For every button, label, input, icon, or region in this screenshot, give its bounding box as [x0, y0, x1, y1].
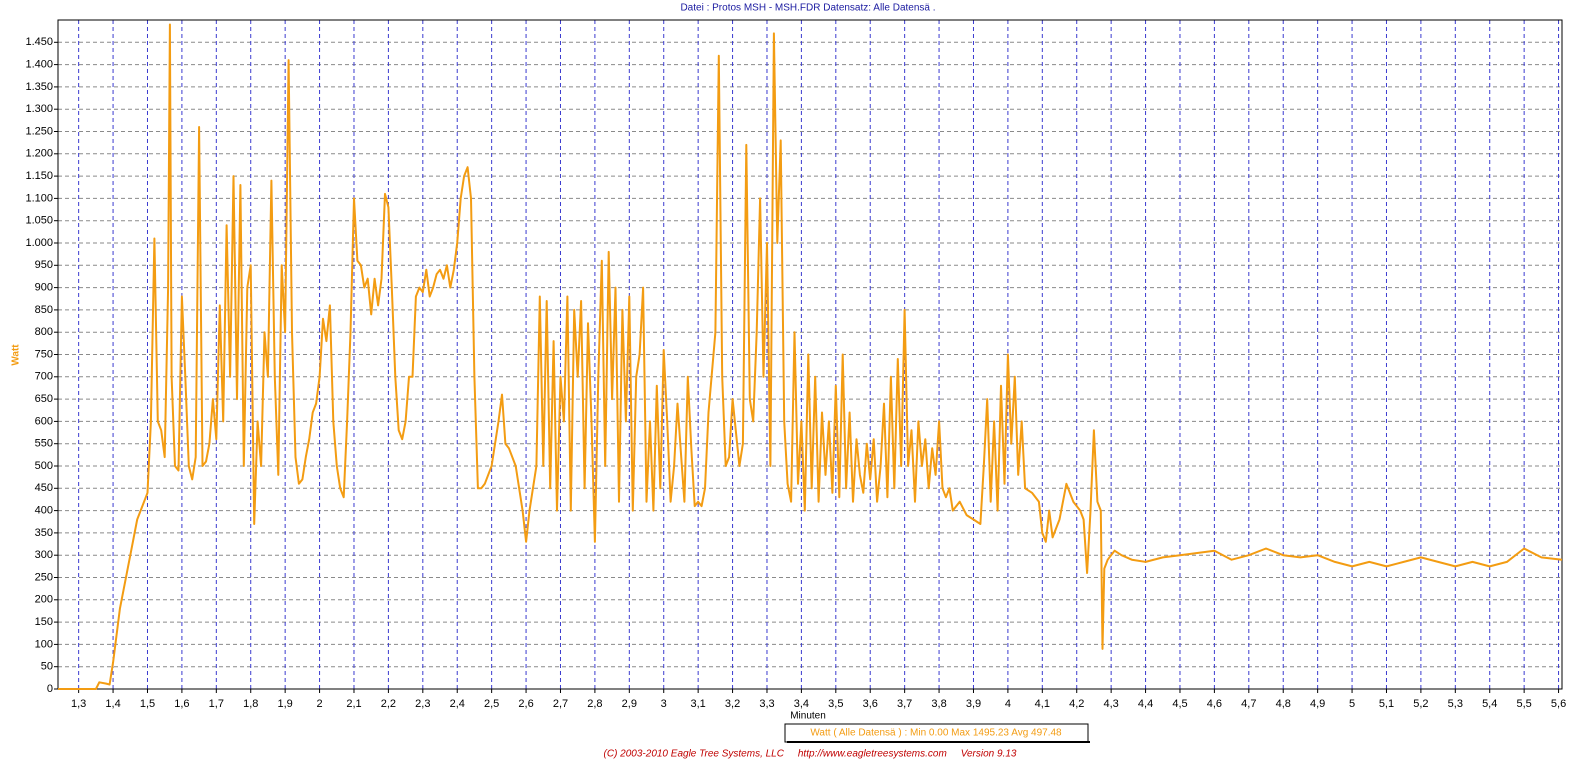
y-tick-label: 1.100	[25, 192, 53, 204]
y-tick-label: 0	[47, 683, 53, 695]
x-tick-label: 1,4	[105, 698, 120, 710]
y-tick-label: 750	[35, 348, 53, 360]
x-tick-label: 5,1	[1379, 698, 1394, 710]
x-tick-label: 2,8	[587, 698, 602, 710]
y-tick-label: 300	[35, 549, 53, 561]
y-tick-label: 350	[35, 527, 53, 539]
x-tick-label: 2,3	[415, 698, 430, 710]
y-tick-label: 550	[35, 438, 53, 450]
x-tick-label: 2,2	[381, 698, 396, 710]
data-line	[58, 23, 1563, 690]
x-tick-label: 1,5	[140, 698, 155, 710]
x-tick-label: 5,5	[1516, 698, 1531, 710]
x-tick-label: 4,3	[1103, 698, 1118, 710]
x-tick-label: 1,7	[209, 698, 224, 710]
plot-frame	[57, 19, 1563, 690]
chart-title: Datei : Protos MSH - MSH.FDR Datensatz: …	[680, 3, 935, 14]
x-tick-label: 5,4	[1482, 698, 1497, 710]
y-tick-label: 200	[35, 594, 53, 606]
x-tick-label: 4,7	[1241, 698, 1256, 710]
x-tick-label: 5,2	[1413, 698, 1428, 710]
y-tick-label: 1.450	[25, 36, 53, 48]
y-tick-label: 500	[35, 460, 53, 472]
y-tick-label: 1.000	[25, 237, 53, 249]
x-tick-label: 4,9	[1310, 698, 1325, 710]
x-tick-label: 3	[661, 698, 667, 710]
x-tick-label: 3,4	[794, 698, 809, 710]
x-tick-label: 4,1	[1035, 698, 1050, 710]
y-tick-label: 50	[41, 661, 53, 673]
y-tick-label: 150	[35, 616, 53, 628]
x-tick-label: 4,5	[1172, 698, 1187, 710]
x-tick-label: 1,8	[243, 698, 258, 710]
y-tick-label: 850	[35, 304, 53, 316]
x-tick-label: 1,6	[174, 698, 189, 710]
x-tick-label: 3,7	[897, 698, 912, 710]
x-tick-label: 2,7	[553, 698, 568, 710]
x-tick-label: 2,1	[346, 698, 361, 710]
x-tick-label: 2	[317, 698, 323, 710]
y-tick-label: 900	[35, 282, 53, 294]
x-tick-label: 3,6	[863, 698, 878, 710]
legend-entry: Watt ( Alle Datensä ) : Min 0.00 Max 149…	[810, 728, 1062, 739]
y-tick-label: 1.350	[25, 81, 53, 93]
y-tick-label: 1.300	[25, 103, 53, 115]
x-tick-label: 4,2	[1069, 698, 1084, 710]
x-tick-label: 4,8	[1276, 698, 1291, 710]
y-axis-label: Watt	[11, 344, 22, 366]
y-tick-label: 700	[35, 371, 53, 383]
x-tick-label: 5	[1349, 698, 1355, 710]
y-tick-label: 400	[35, 505, 53, 517]
x-axis-label: Minuten	[790, 711, 826, 722]
y-tick-label: 1.250	[25, 125, 53, 137]
x-tick-label: 5,6	[1551, 698, 1566, 710]
x-tick-label: 1,9	[278, 698, 293, 710]
x-tick-label: 2,9	[622, 698, 637, 710]
x-tick-label: 2,4	[450, 698, 465, 710]
x-tick-label: 1,3	[71, 698, 86, 710]
y-tick-label: 650	[35, 393, 53, 405]
footer: (C) 2003-2010 Eagle Tree Systems, LLC ht…	[604, 749, 1017, 760]
x-tick-label: 2,5	[484, 698, 499, 710]
y-tick-label: 1.200	[25, 148, 53, 160]
x-tick-label: 4,4	[1138, 698, 1153, 710]
x-tick-label: 5,3	[1448, 698, 1463, 710]
y-tick-label: 1.150	[25, 170, 53, 182]
x-tick-label: 3,1	[690, 698, 705, 710]
y-tick-label: 1.400	[25, 59, 53, 71]
y-tick-label: 800	[35, 326, 53, 338]
y-tick-label: 950	[35, 259, 53, 271]
x-tick-label: 3,2	[725, 698, 740, 710]
x-tick-label: 3,9	[966, 698, 981, 710]
x-tick-label: 4	[1005, 698, 1011, 710]
y-tick-label: 250	[35, 571, 53, 583]
y-tick-label: 600	[35, 415, 53, 427]
y-tick-label: 450	[35, 482, 53, 494]
x-tick-label: 3,5	[828, 698, 843, 710]
x-tick-label: 3,8	[931, 698, 946, 710]
x-tick-label: 4,6	[1207, 698, 1222, 710]
y-tick-label: 100	[35, 638, 53, 650]
y-tick-label: 1.050	[25, 215, 53, 227]
x-tick-label: 2,6	[518, 698, 533, 710]
x-tick-label: 3,3	[759, 698, 774, 710]
